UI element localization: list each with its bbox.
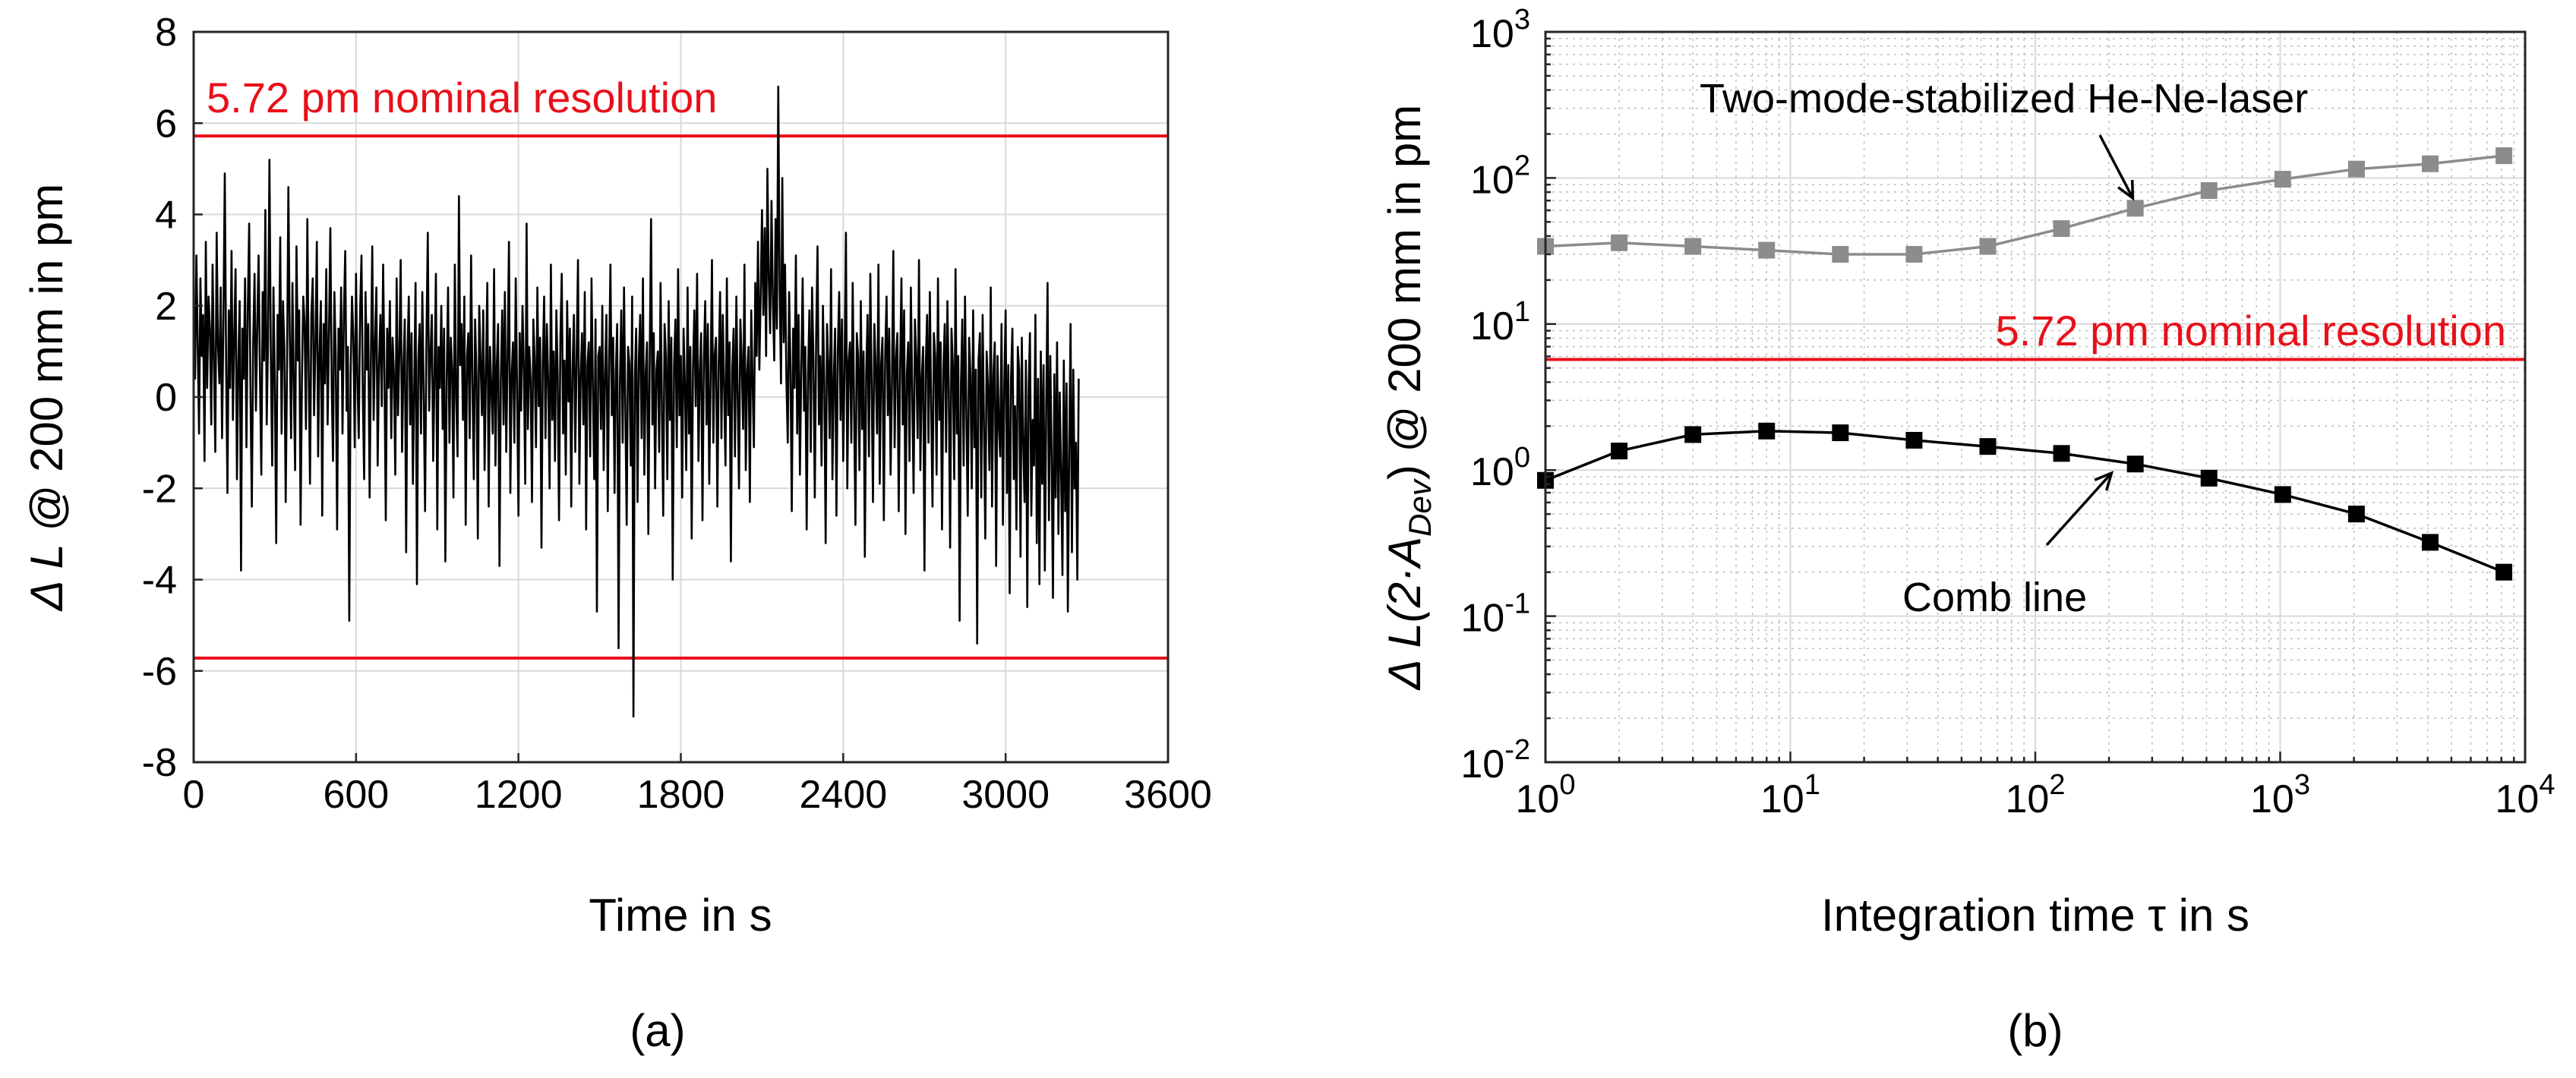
panel-b-x-tick-label: 100 xyxy=(1516,769,1576,821)
panel-b-x-tick-label: 103 xyxy=(2250,769,2310,821)
marker-comb-line xyxy=(2200,469,2218,487)
panel-a-label: (a) xyxy=(630,1005,685,1056)
panel-a-reference-lines xyxy=(194,134,1168,660)
panel-b-x-axis-label: Integration time τ in s xyxy=(1821,890,2249,941)
panel-a-y-tick-label: -8 xyxy=(142,741,177,785)
panel-a-chart: 0 600 1200 1800 2400 3000 3600 -8 -6 -4 -2 0 2 4 6 8 5.… xyxy=(21,11,1212,1056)
panel-a-series-line xyxy=(192,85,1080,718)
panel-b-y-tick-label: 102 xyxy=(1470,150,1530,202)
panel-a-y-tick-label: 0 xyxy=(155,376,177,420)
panel-b-grid xyxy=(1545,31,2526,763)
marker-comb-line xyxy=(2274,486,2291,503)
panel-a-x-tick-label: 0 xyxy=(183,773,205,817)
marker-he-ne-laser xyxy=(2421,155,2439,172)
marker-he-ne-laser xyxy=(2126,200,2144,217)
panel-a-y-tick-label: -4 xyxy=(142,559,177,603)
panel-a-y-tick-label: 6 xyxy=(155,102,177,146)
panel-a-x-tick-label: 3600 xyxy=(1124,773,1212,817)
marker-he-ne-laser xyxy=(1684,238,1702,255)
annotation-comb-line: Comb line xyxy=(1902,575,2087,620)
panel-a-x-axis-label: Time in s xyxy=(589,890,772,941)
panel-a-x-tick-label: 2400 xyxy=(799,773,887,817)
panel-b-y-tick-label: 103 xyxy=(1470,4,1530,56)
panel-a-resolution-label: 5.72 pm nominal resolution xyxy=(207,74,717,121)
panel-b-y-axis-label: Δ L(2·ADev) @ 200 mm in pm xyxy=(1379,105,1438,691)
panel-a-y-tick-label: 4 xyxy=(155,194,177,238)
panel-b-label: (b) xyxy=(2007,1005,2063,1056)
panel-b-chart: 100 101 102 103 104 10-2 10-1 100 101 102 103 5.72… xyxy=(1379,4,2555,1056)
panel-a-y-tick-label: 2 xyxy=(155,285,177,329)
panel-a-x-tick-label: 3000 xyxy=(961,773,1050,817)
panel-b-resolution-label: 5.72 pm nominal resolution xyxy=(1996,307,2506,355)
marker-he-ne-laser xyxy=(1905,246,1923,263)
marker-comb-line xyxy=(2496,563,2513,581)
series-line-comb-line xyxy=(1545,430,2505,574)
panel-b-y-tick-label: 10-2 xyxy=(1460,734,1530,786)
marker-he-ne-laser xyxy=(1979,238,1997,255)
panel-a-y-axis-label: Δ L @ 200 mm in pm xyxy=(21,184,72,612)
panel-a-x-tick-label: 600 xyxy=(323,773,389,817)
marker-comb-line xyxy=(1979,438,1997,455)
arrow-he-ne-laser-head xyxy=(2117,180,2135,201)
panel-a-y-tick-label: -2 xyxy=(142,467,177,511)
marker-he-ne-laser xyxy=(2200,181,2218,199)
panel-b-y-tick-label: 101 xyxy=(1470,296,1530,348)
arrow-comb-line xyxy=(2045,471,2113,547)
marker-comb-line xyxy=(1611,443,1628,460)
arrow-comb-line-head xyxy=(2094,471,2114,491)
panel-b-x-tick-label: 104 xyxy=(2496,769,2555,821)
panel-b-ticks: 100 101 102 103 104 10-2 10-1 100 101 102 103 xyxy=(1460,4,2555,821)
arrow-he-ne-laser xyxy=(2098,134,2134,199)
marker-comb-line xyxy=(1905,431,1923,449)
panel-b-y-tick-label: 100 xyxy=(1470,442,1530,494)
marker-comb-line xyxy=(2126,455,2144,473)
panel-b-y-axis-label-post: ) @ 200 mm in pm xyxy=(1379,105,1430,480)
marker-he-ne-laser xyxy=(1611,234,1628,251)
marker-he-ne-laser xyxy=(2274,171,2291,188)
panel-b-series xyxy=(1537,147,2513,581)
panel-b-y-axis-label-sub: Dev xyxy=(1402,478,1438,537)
marker-he-ne-laser xyxy=(2053,220,2070,238)
marker-he-ne-laser xyxy=(2496,147,2513,165)
marker-comb-line xyxy=(1832,424,1849,442)
panel-b-y-axis-label-pre: Δ L(2·A xyxy=(1379,537,1430,691)
panel-b-x-tick-label: 102 xyxy=(2006,769,2066,821)
panel-a-y-tick-label: -6 xyxy=(142,650,177,694)
panel-b-x-tick-label: 101 xyxy=(1760,769,1820,821)
marker-comb-line xyxy=(2347,506,2365,523)
marker-comb-line xyxy=(2421,534,2439,551)
marker-he-ne-laser xyxy=(1832,246,1849,263)
panel-b-y-tick-label: 10-1 xyxy=(1460,588,1530,641)
marker-comb-line xyxy=(2053,445,2070,462)
panel-a-x-tick-label: 1800 xyxy=(637,773,725,817)
marker-comb-line xyxy=(1758,422,1776,440)
annotation-he-ne-laser: Two-mode-stabilized He-Ne-laser xyxy=(1700,76,2308,121)
marker-comb-line xyxy=(1684,426,1702,443)
marker-he-ne-laser xyxy=(2347,160,2365,178)
panel-a-y-tick-label: 8 xyxy=(155,11,177,55)
panel-a-ticks: 0 600 1200 1800 2400 3000 3600 -8 -6 -4 -2 0 2 4 6 8 xyxy=(142,11,1212,817)
panel-a-x-tick-label: 1200 xyxy=(475,773,563,817)
marker-he-ne-laser xyxy=(1758,241,1776,259)
series-line-he-ne-laser xyxy=(1545,154,2505,256)
panel-b-annotation-arrows xyxy=(2045,134,2135,547)
